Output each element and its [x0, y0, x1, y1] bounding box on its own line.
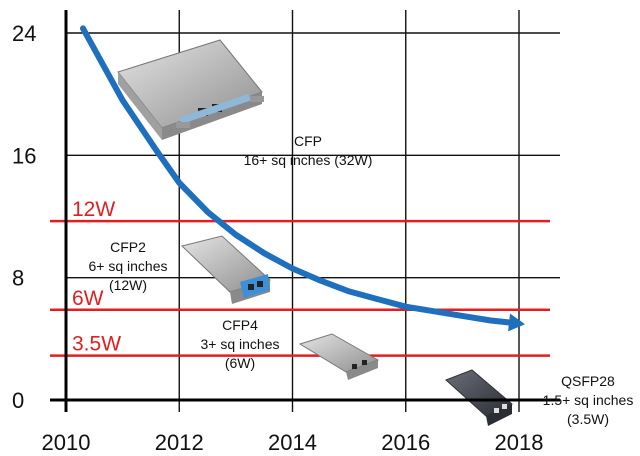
qsfp28-module	[445, 369, 513, 426]
annotations: CFP 16+ sq inches (32W) CFP2 6+ sq inches (1…	[89, 133, 634, 427]
y-tick-label: 0	[12, 388, 24, 413]
annotation-qsfp28: QSFP28 1.5+ sq inches (3.5W)	[543, 373, 634, 427]
annotation-line: (3.5W)	[567, 411, 609, 427]
annotation-line: CFP2	[110, 239, 146, 255]
y-tick-label: 8	[12, 266, 24, 291]
ticks: 0 8 16 24 2010 2012 2014 2016 2018	[12, 21, 543, 455]
cfp4-module	[298, 333, 380, 380]
reference-lines: 12W 6W 3.5W	[50, 198, 550, 357]
annotation-cfp2: CFP2 6+ sq inches (12W)	[89, 239, 168, 293]
annotation-line: 6+ sq inches	[89, 258, 168, 274]
annotation-cfp: CFP 16+ sq inches (32W)	[244, 133, 373, 168]
reference-line-label: 6W	[72, 287, 104, 310]
reference-line-label: 3.5W	[72, 333, 121, 356]
annotation-cfp4: CFP4 3+ sq inches (6W)	[201, 317, 280, 371]
x-tick-label: 2018	[495, 430, 544, 455]
annotation-line: (6W)	[225, 355, 255, 371]
x-tick-label: 2010	[42, 430, 91, 455]
trend-arrowhead	[508, 313, 525, 332]
x-tick-label: 2016	[381, 430, 430, 455]
annotation-line: QSFP28	[561, 373, 615, 389]
x-tick-label: 2014	[268, 430, 317, 455]
annotation-line: CFP	[294, 133, 322, 149]
annotation-line: (12W)	[109, 277, 147, 293]
series	[80, 25, 525, 332]
cfp-module	[117, 39, 264, 140]
annotation-line: 16+ sq inches (32W)	[244, 152, 373, 168]
annotation-line: 1.5+ sq inches	[543, 392, 634, 408]
reference-line-label: 12W	[72, 198, 115, 221]
cfp2-module	[181, 235, 271, 304]
y-tick-label: 24	[12, 21, 36, 46]
axes	[50, 10, 560, 412]
annotation-line: 3+ sq inches	[201, 336, 280, 352]
trend-line	[80, 25, 522, 327]
annotation-line: CFP4	[222, 317, 258, 333]
y-tick-label: 16	[12, 143, 36, 168]
x-tick-label: 2012	[155, 430, 204, 455]
